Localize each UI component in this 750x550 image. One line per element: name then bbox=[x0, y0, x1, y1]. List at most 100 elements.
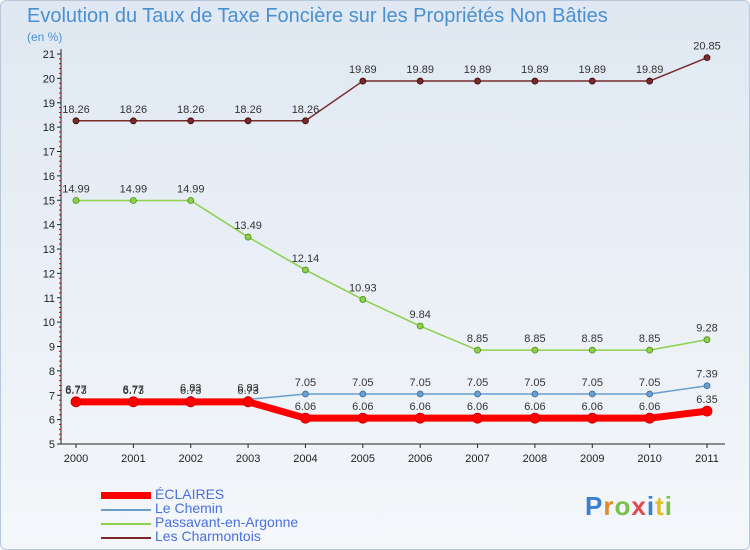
data-point bbox=[588, 346, 596, 354]
data-label: 6.06 bbox=[409, 401, 430, 413]
data-point bbox=[244, 233, 252, 241]
y-tick-label: 10 bbox=[43, 317, 55, 329]
legend-swatch bbox=[101, 537, 151, 539]
data-point bbox=[531, 77, 539, 85]
data-label: 7.05 bbox=[352, 377, 373, 389]
data-label: 6.06 bbox=[582, 401, 603, 413]
logo-letter: t bbox=[655, 491, 665, 521]
series-line-3 bbox=[75, 56, 708, 122]
data-label: 6.06 bbox=[639, 401, 660, 413]
x-tick-label: 2000 bbox=[64, 453, 88, 465]
legend-label: Le Chemin bbox=[155, 500, 223, 516]
data-point bbox=[701, 405, 713, 417]
data-point bbox=[474, 346, 481, 354]
data-label: 6.73 bbox=[237, 385, 258, 397]
y-tick-label: 17 bbox=[43, 147, 55, 159]
data-point bbox=[185, 396, 197, 408]
data-label: 9.28 bbox=[696, 323, 717, 335]
logo-letter: x bbox=[631, 491, 647, 521]
data-label: 6.73 bbox=[123, 385, 144, 397]
data-point bbox=[72, 197, 80, 204]
data-point bbox=[187, 117, 195, 125]
x-tick-label: 2006 bbox=[408, 453, 432, 465]
data-point bbox=[414, 412, 426, 424]
logo-letter: i bbox=[646, 491, 656, 521]
data-point bbox=[129, 117, 137, 125]
data-point bbox=[127, 396, 139, 408]
data-point bbox=[72, 117, 80, 125]
data-point bbox=[474, 77, 481, 85]
data-label: 19.89 bbox=[349, 64, 377, 76]
legend-swatch bbox=[101, 523, 151, 525]
data-label: 19.89 bbox=[579, 64, 607, 76]
data-point bbox=[302, 117, 309, 125]
y-tick-label: 7 bbox=[49, 390, 55, 402]
data-label: 8.85 bbox=[467, 333, 488, 345]
data-label: 18.26 bbox=[292, 104, 320, 116]
data-label: 6.73 bbox=[65, 385, 86, 397]
data-point bbox=[244, 117, 252, 125]
data-point bbox=[703, 382, 711, 390]
x-tick-label: 2009 bbox=[580, 453, 604, 465]
data-point bbox=[359, 77, 367, 85]
data-label: 8.85 bbox=[582, 333, 603, 345]
data-point bbox=[586, 412, 598, 424]
data-label: 20.85 bbox=[693, 41, 721, 53]
y-tick-label: 14 bbox=[43, 220, 55, 232]
y-tick-label: 13 bbox=[43, 244, 55, 256]
data-point bbox=[703, 336, 711, 344]
data-label: 6.83 bbox=[180, 382, 201, 394]
data-label: 6.83 bbox=[237, 382, 258, 394]
y-tick-label: 15 bbox=[43, 195, 55, 207]
data-point bbox=[588, 390, 596, 398]
data-point bbox=[531, 390, 539, 398]
data-point bbox=[416, 77, 424, 85]
data-label: 7.05 bbox=[409, 377, 430, 389]
data-label: 6.73 bbox=[180, 385, 201, 397]
legend-label: Passavant-en-Argonne bbox=[155, 514, 299, 530]
data-point bbox=[416, 390, 424, 398]
data-label: 6.06 bbox=[295, 401, 316, 413]
data-label: 18.26 bbox=[177, 104, 205, 116]
data-point bbox=[359, 296, 367, 303]
data-point bbox=[646, 346, 654, 354]
data-point bbox=[359, 390, 367, 398]
data-label: 18.26 bbox=[234, 104, 262, 116]
legend-swatch bbox=[101, 492, 151, 499]
data-point bbox=[416, 322, 424, 330]
data-label: 18.26 bbox=[120, 104, 148, 116]
y-tick-label: 21 bbox=[43, 49, 55, 61]
data-label: 19.89 bbox=[464, 64, 492, 76]
data-point bbox=[474, 390, 481, 398]
data-point bbox=[646, 390, 654, 398]
data-point bbox=[242, 396, 254, 408]
data-point bbox=[300, 412, 311, 424]
data-label: 7.05 bbox=[295, 377, 316, 389]
y-tick-label: 11 bbox=[44, 293, 55, 305]
data-label: 19.89 bbox=[636, 64, 664, 76]
data-label: 7.39 bbox=[696, 369, 717, 381]
logo-letter: i bbox=[664, 491, 673, 521]
data-label: 18.26 bbox=[62, 104, 90, 116]
data-point bbox=[644, 412, 656, 424]
x-tick-label: 2008 bbox=[523, 453, 547, 465]
y-tick-label: 20 bbox=[43, 73, 55, 85]
unit-label: (en %) bbox=[27, 30, 63, 44]
data-label: 7.05 bbox=[639, 377, 660, 389]
data-label: 7.05 bbox=[524, 377, 545, 389]
data-label: 12.14 bbox=[292, 253, 320, 265]
logo-letter: o bbox=[614, 491, 632, 521]
data-label: 14.99 bbox=[62, 183, 90, 195]
data-label: 14.99 bbox=[177, 183, 205, 195]
x-tick-label: 2001 bbox=[121, 453, 145, 465]
data-label: 9.84 bbox=[409, 309, 430, 321]
data-point bbox=[531, 346, 539, 354]
data-point bbox=[129, 197, 137, 204]
y-tick-label: 6 bbox=[49, 415, 55, 427]
y-tick-label: 8 bbox=[49, 366, 55, 378]
data-label: 6.77 bbox=[65, 384, 86, 396]
data-point bbox=[302, 266, 309, 274]
series-line-0 bbox=[72, 398, 711, 422]
y-tick-label: 19 bbox=[43, 98, 55, 110]
